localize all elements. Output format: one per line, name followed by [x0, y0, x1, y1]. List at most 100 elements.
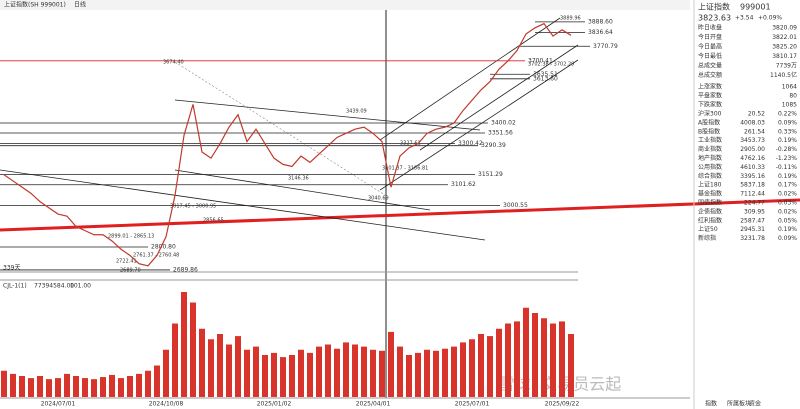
index-pct: 0.22%	[778, 111, 797, 118]
panel-tab[interactable]: 资金	[749, 400, 761, 408]
index-name: 国债指数	[698, 199, 722, 207]
volume-bar	[370, 349, 376, 397]
level-label: 3635.51	[533, 71, 558, 78]
index-pct: -0.28%	[776, 146, 798, 153]
annotation: 3040.69	[368, 196, 389, 202]
index-value: 3453.73	[740, 137, 765, 144]
annotation: 2689.70	[120, 268, 141, 274]
volume-bar	[334, 348, 340, 397]
panel-label: 今日开盘	[698, 33, 722, 41]
volume-bar	[379, 350, 385, 397]
index-name: B股指数	[698, 127, 720, 135]
trend-line	[0, 198, 800, 232]
volume-bar	[397, 346, 403, 397]
panel-name: 上证指数	[698, 2, 730, 12]
volume-bar	[514, 321, 520, 397]
volume-bar	[109, 374, 115, 397]
index-value: 4008.03	[740, 119, 765, 126]
panel-label: 今日最高	[698, 43, 722, 51]
panel-tab[interactable]: 所属板块	[727, 400, 751, 408]
level-label: 3351.56	[488, 130, 513, 137]
volume-bar	[388, 331, 394, 397]
level-label: 2800.80	[151, 244, 176, 251]
x-tick-label: 2024/07/01	[41, 401, 76, 408]
volume-bar	[235, 336, 241, 397]
annotation: 2722.41	[116, 259, 137, 265]
volume-bar	[568, 334, 574, 397]
annotation: 3674.40	[163, 60, 184, 66]
index-pct: 0.19%	[778, 173, 797, 180]
volume-bar	[298, 349, 304, 397]
volume-bar	[154, 365, 160, 397]
volume-bar	[244, 349, 250, 397]
volume-bar	[46, 379, 52, 397]
volume-bar	[505, 323, 511, 397]
annotation: 3889.96	[560, 16, 581, 22]
index-value: 4610.33	[740, 164, 765, 171]
panel-value: 1064	[782, 84, 797, 91]
panel-value: 7739万	[776, 63, 797, 70]
volume-bar	[55, 378, 61, 397]
volume-bar	[523, 307, 529, 397]
level-label: 3000.55	[503, 202, 528, 209]
index-pct: -0.11%	[776, 164, 798, 171]
volume-bar	[199, 328, 205, 397]
level-label: 3700.41	[528, 57, 553, 64]
index-value: 5837.18	[740, 182, 765, 189]
volume-bar	[262, 355, 268, 397]
volume-bar	[271, 352, 277, 397]
panel-value: 3820.09	[772, 25, 797, 32]
volume-bar	[253, 346, 259, 397]
index-pct: 0.09%	[778, 119, 797, 126]
index-name: 基金指数	[698, 190, 722, 198]
volume-bar	[208, 339, 214, 397]
volume-bar	[145, 370, 151, 397]
level-label: 3101.62	[451, 181, 476, 188]
annotation: 3702.38 - 3702.29	[528, 62, 574, 68]
annotation: 3146.36	[288, 176, 309, 182]
volume-bar	[91, 379, 97, 397]
volume-bar	[406, 355, 412, 397]
index-name: A股指数	[698, 118, 720, 126]
volume-bar	[280, 357, 286, 397]
volume-bar	[478, 334, 484, 397]
level-label: 3613.60	[533, 75, 558, 82]
volume-bar	[10, 373, 16, 397]
index-pct: 0.33%	[778, 128, 797, 135]
channel-line	[419, 44, 579, 151]
x-tick-label: 2024/10/08	[149, 401, 184, 408]
panel-change: +3.54	[735, 15, 754, 22]
volume-bar	[100, 377, 106, 397]
volume-bar	[181, 292, 187, 397]
panel-tab[interactable]: 指数	[705, 400, 717, 408]
panel-label: 下跌家数	[698, 101, 722, 109]
level-label: 2689.86	[173, 266, 198, 273]
index-name: 公用指数	[698, 163, 722, 171]
volume-bar	[1, 370, 7, 397]
panel-label: 昨日收盘	[698, 24, 722, 32]
channel-line	[379, 59, 579, 191]
annotation: 2899.01 - 2865.13	[108, 234, 154, 240]
channel-line	[379, 17, 561, 141]
index-value: 261.54	[744, 128, 765, 135]
panel-label: 上涨家数	[698, 83, 722, 91]
index-name: 红利指数	[698, 216, 722, 224]
volume-bar	[172, 323, 178, 397]
volume-bar	[469, 339, 475, 397]
volume-bar	[487, 336, 493, 397]
volume-bar	[37, 376, 43, 397]
toolbar-period: 日线	[74, 1, 86, 9]
dotted-line	[174, 61, 386, 196]
volume-bar	[163, 349, 169, 397]
index-pct: 0.09%	[778, 235, 797, 242]
volume-stat: 77394584.00	[34, 283, 74, 290]
volume-bar	[118, 378, 124, 397]
index-value: 224.77	[744, 200, 765, 207]
x-tick-label: 2025/07/01	[455, 401, 490, 408]
panel-label: 今日最低	[698, 52, 722, 60]
index-name: 新综指	[698, 234, 716, 242]
trend-line	[174, 169, 431, 211]
index-pct: 0.03%	[778, 200, 797, 207]
volume-bar	[82, 378, 88, 397]
